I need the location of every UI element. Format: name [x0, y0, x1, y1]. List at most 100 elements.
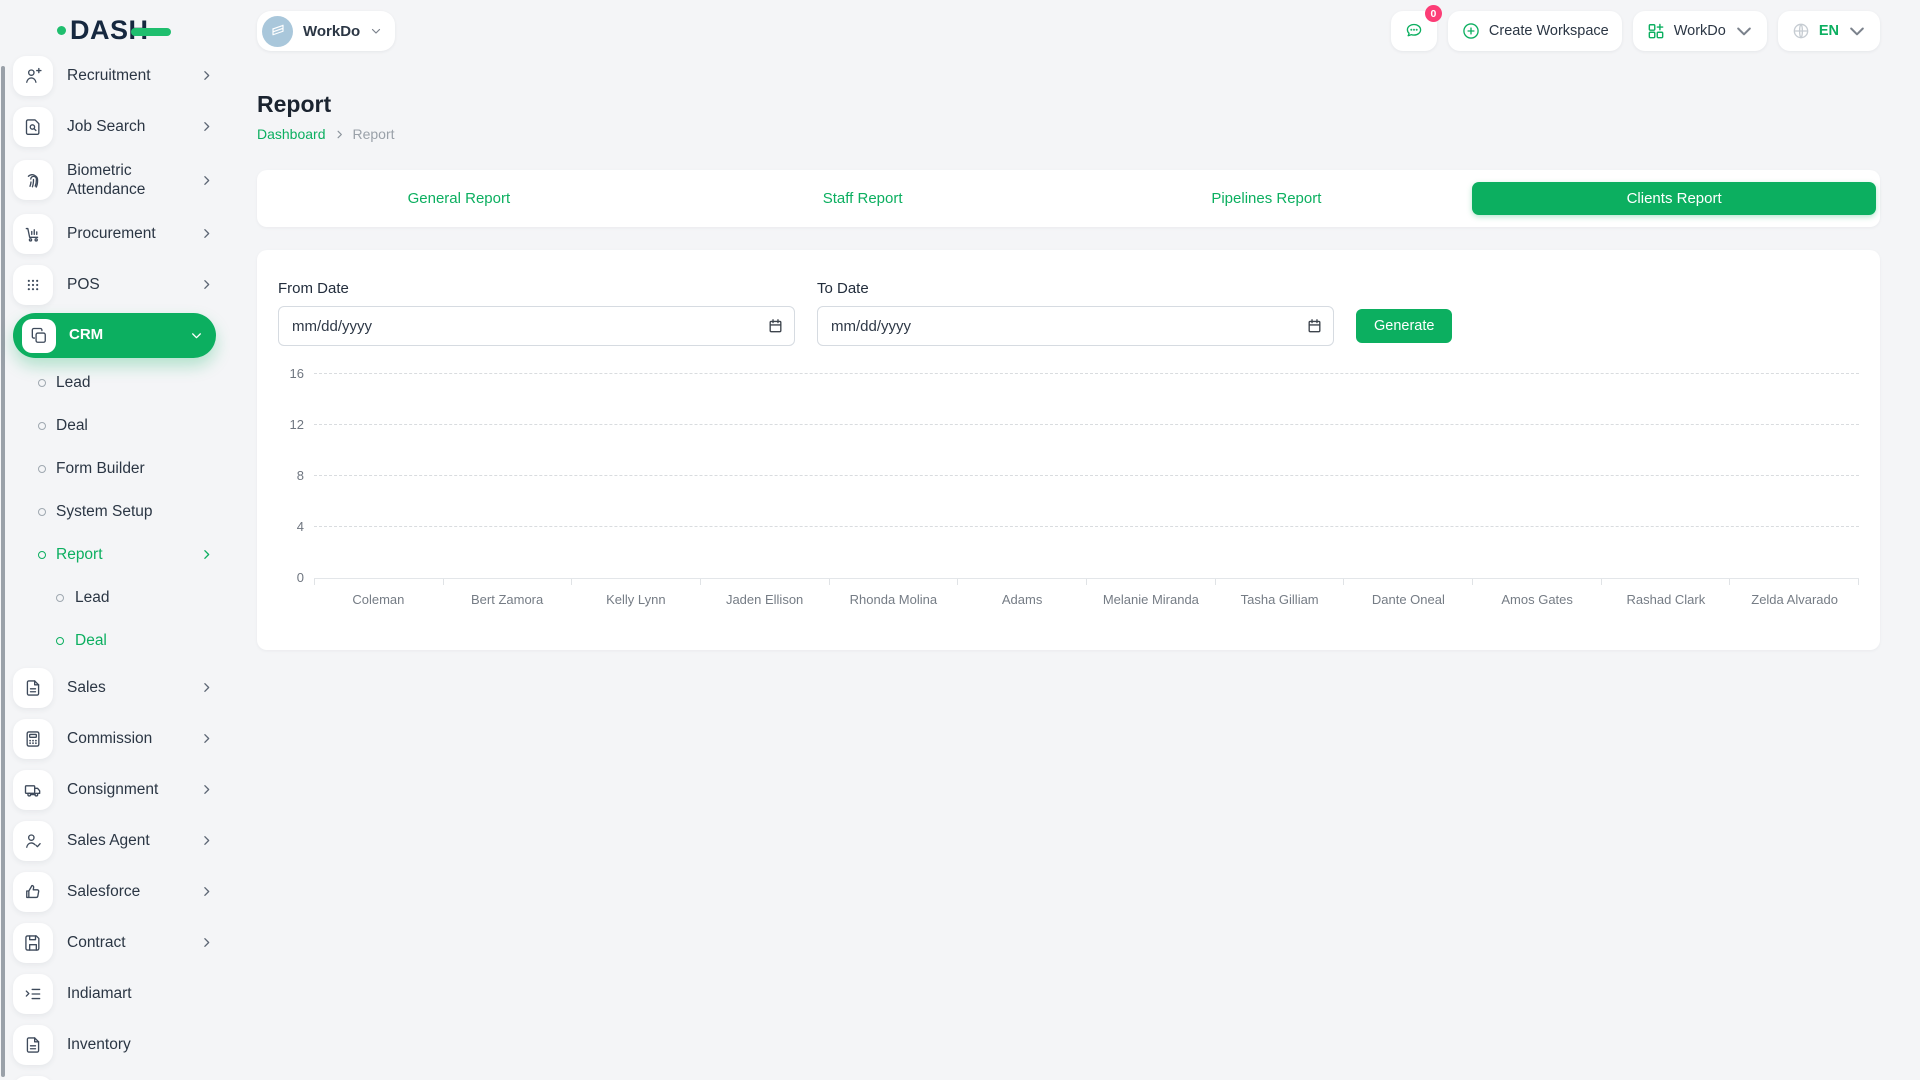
bullet-icon: [38, 421, 46, 430]
sidebar-item-clipped[interactable]: [13, 1070, 216, 1080]
chevron-down-icon: [1847, 21, 1867, 41]
globe-icon: [1791, 21, 1811, 41]
y-axis-tick-label: 8: [296, 468, 304, 483]
from-date-input[interactable]: [278, 306, 795, 346]
language-button[interactable]: EN: [1777, 11, 1880, 51]
grid-dots-icon: [13, 264, 53, 305]
x-axis-category-label: Dante Oneal: [1371, 592, 1445, 607]
gridline: [314, 526, 1859, 527]
sidebar-subitem-deal[interactable]: Deal: [13, 404, 216, 447]
chevron-right-icon: [200, 278, 213, 291]
sidebar-item-label: Sales Agent: [67, 831, 150, 849]
y-axis-tick-label: 0: [296, 570, 304, 585]
axis-tick: [1473, 579, 1602, 585]
fingerprint-icon: [13, 160, 53, 200]
building-icon: [271, 24, 284, 36]
sidebar-item-sales[interactable]: Sales: [13, 662, 216, 713]
sidebar-subitem-lead[interactable]: Lead: [13, 576, 216, 619]
sidebar-subitem-form-builder[interactable]: Form Builder: [13, 447, 216, 490]
tab-staff-report[interactable]: Staff Report: [822, 190, 903, 207]
bullet-icon: [38, 378, 46, 387]
sidebar-item-label: POS: [67, 275, 100, 293]
chevron-down-icon: [1734, 21, 1754, 41]
report-panel: From Date To Date Generate: [257, 250, 1880, 650]
gridline: [314, 424, 1859, 425]
generate-button[interactable]: Generate: [1356, 309, 1453, 343]
sidebar-item-label: Recruitment: [67, 66, 151, 84]
axis-tick: [572, 579, 702, 585]
sidebar-item-inventory[interactable]: Inventory: [13, 1019, 216, 1070]
x-axis-category-label: Melanie Miranda: [1102, 592, 1199, 607]
x-axis-category-label: Rhonda Molina: [849, 592, 938, 607]
workspace-menu-button[interactable]: WorkDo: [1632, 11, 1767, 51]
sidebar-item-sales-agent[interactable]: Sales Agent: [13, 815, 216, 866]
sidebar-item-commission[interactable]: Commission: [13, 713, 216, 764]
x-axis-labels: Coleman Bert Zamora Kelly Lynn Jaden Elliso…: [314, 592, 1859, 607]
axis-tick: [315, 579, 444, 585]
tab-general-report[interactable]: General Report: [407, 190, 511, 207]
sidebar-item-label: Sales: [67, 678, 106, 696]
sidebar-subitem-system-setup[interactable]: System Setup: [13, 490, 216, 533]
app-logo[interactable]: DASH: [57, 15, 171, 46]
sidebar-item-biometric-attendance[interactable]: Biometric Attendance: [13, 152, 216, 208]
sidebar-item-indiamart[interactable]: Indiamart: [13, 968, 216, 1019]
x-axis-category-label: Rashad Clark: [1626, 592, 1706, 607]
header-actions: 0 Create Workspace WorkDo: [1390, 5, 1880, 51]
create-workspace-button[interactable]: Create Workspace: [1447, 11, 1622, 51]
create-workspace-label: Create Workspace: [1488, 23, 1609, 39]
messages-badge: 0: [1424, 5, 1442, 22]
calendar-icon[interactable]: [767, 318, 784, 335]
sidebar-item-pos[interactable]: POS: [13, 259, 216, 310]
sidebar-item-label: Commission: [67, 729, 153, 747]
document-search-icon: [13, 106, 53, 147]
tab-pipelines-report[interactable]: Pipelines Report: [1211, 190, 1322, 207]
sidebar-subitem-report[interactable]: Report: [13, 533, 216, 576]
chevron-right-icon: [334, 129, 345, 140]
x-axis-category-label: Coleman: [352, 592, 405, 607]
cart-icon: [13, 213, 53, 254]
to-date-label: To Date: [817, 280, 869, 297]
sidebar-item-recruitment[interactable]: Recruitment: [13, 50, 216, 101]
bullet-icon: [38, 550, 46, 559]
user-check-icon: [13, 820, 53, 861]
sidebar-item-procurement[interactable]: Procurement: [13, 208, 216, 259]
sidebar: DASH Recruitment Job Search Biometric Atte…: [0, 0, 230, 1080]
tab-clients-report[interactable]: Clients Report: [1472, 182, 1876, 215]
from-date-label: From Date: [278, 280, 349, 297]
logo-bar-icon: [130, 28, 171, 36]
y-axis-tick-label: 16: [289, 366, 304, 381]
user-plus-icon: [13, 55, 53, 96]
axis-tick: [1730, 579, 1860, 585]
sidebar-scrollbar-thumb[interactable]: [1, 66, 5, 1077]
bullet-icon: [56, 636, 64, 645]
file-icon: [13, 1024, 53, 1065]
list-indent-icon: [13, 973, 53, 1014]
to-date-input[interactable]: [817, 306, 1334, 346]
sidebar-subitem-label: Report: [56, 545, 103, 563]
workspace-grid-icon: [1646, 21, 1666, 41]
calendar-icon[interactable]: [1306, 318, 1323, 335]
sidebar-item-salesforce[interactable]: Salesforce: [13, 866, 216, 917]
breadcrumb-dashboard-link[interactable]: Dashboard: [257, 126, 326, 142]
sidebar-subitem-lead[interactable]: Lead: [13, 361, 216, 404]
sidebar-item-crm[interactable]: CRM: [13, 313, 216, 358]
gridline: [314, 475, 1859, 476]
sidebar-item-contract[interactable]: Contract: [13, 917, 216, 968]
sidebar-item-job-search[interactable]: Job Search: [13, 101, 216, 152]
x-axis-category-label: Adams: [1001, 592, 1043, 607]
workspace-switcher[interactable]: WorkDo: [257, 11, 396, 51]
messages-button[interactable]: 0: [1390, 5, 1442, 51]
sidebar-item-label: Procurement: [67, 224, 156, 242]
sidebar-item-label: Biometric Attendance: [67, 161, 146, 198]
x-axis-category-label: Tasha Gilliam: [1240, 592, 1319, 607]
sidebar-menu: Recruitment Job Search Biometric Attendanc…: [0, 50, 230, 1080]
x-axis-ticks: [314, 579, 1860, 585]
chevron-right-icon: [200, 548, 213, 561]
sidebar-item-consignment[interactable]: Consignment: [13, 764, 216, 815]
sidebar-item-label: CRM: [69, 326, 104, 344]
sidebar-subitem-deal[interactable]: Deal: [13, 619, 216, 662]
workspace-menu-label: WorkDo: [1673, 23, 1726, 39]
copy-icon: [22, 318, 56, 353]
axis-tick: [1087, 579, 1216, 585]
workspace-avatar: [262, 15, 293, 47]
